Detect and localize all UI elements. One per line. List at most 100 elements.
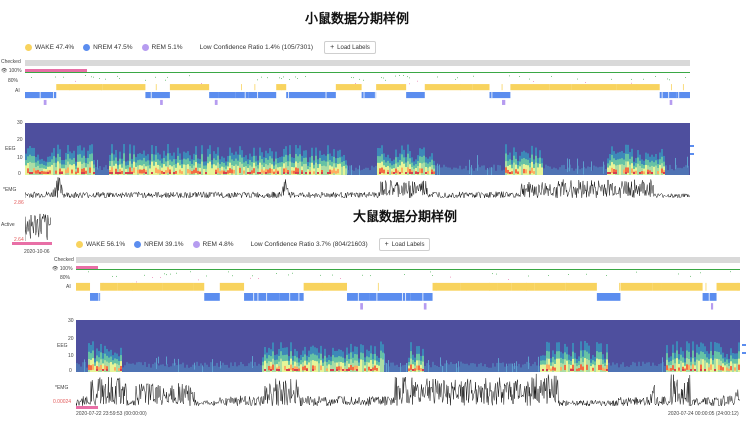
mouse-100-row: 👁 100% [1, 68, 22, 74]
checked-progress [25, 69, 87, 72]
eye-icon[interactable]: 👁 [52, 266, 59, 272]
nrem-segment [489, 92, 511, 99]
wake-segment [193, 282, 205, 291]
spectrogram-cells [76, 340, 740, 372]
wake-segment [73, 84, 103, 91]
low-confidence-ratio: Low Confidence Ratio 3.7% (804/21603) [250, 241, 368, 248]
confidence-line [25, 72, 690, 73]
legend-wake[interactable]: WAKE 47.4% [25, 44, 74, 51]
nrem-segment [406, 92, 425, 99]
rat-title: 大鼠数据分期样例 [353, 210, 458, 225]
wake-segment [169, 84, 210, 91]
nrem-segment [90, 293, 101, 301]
end-time: 2020-07-24 00:00:05 (24:00:12) [668, 411, 739, 417]
emg-line [76, 373, 740, 406]
checked-bar [76, 257, 740, 263]
legend-rem[interactable]: REM 5.1% [141, 44, 183, 51]
legend-rem[interactable]: REM 4.8% [192, 241, 234, 248]
wake-segment [102, 84, 146, 91]
nrem-segment [204, 293, 220, 301]
rem-segment [43, 99, 47, 105]
checked-bar [25, 60, 690, 66]
emg-value: 0.00024 [53, 399, 72, 405]
mouse-legend: WAKE 47.4% NREM 47.5% REM 5.1% Low Confi… [25, 41, 376, 54]
hypnogram-bars [76, 271, 740, 310]
rem-segment [360, 303, 363, 310]
checked-label: Checked [1, 59, 21, 65]
wake-segment [511, 282, 535, 291]
active-ymin: 2.64 [14, 237, 24, 243]
mouse-title: 小鼠数据分期样例 [305, 12, 410, 27]
legend-wake[interactable]: WAKE 56.1% [76, 241, 125, 248]
legend-nrem[interactable]: NREM 47.5% [83, 44, 133, 51]
wake-segment [219, 282, 245, 291]
plus-icon: + [330, 44, 335, 51]
eeg-label: EEG [5, 146, 16, 152]
emg-line [25, 213, 51, 241]
rat-emg-trace[interactable] [76, 373, 740, 406]
activity-progress [12, 242, 52, 245]
nrem-segment [369, 293, 411, 301]
mouse-eeg-y0: 0 [18, 171, 21, 177]
rem-segment [423, 303, 427, 310]
nrem-segment [218, 92, 236, 99]
nrem-segment [244, 293, 280, 301]
nrem-segment [659, 92, 677, 99]
pct80-label: 80% [8, 78, 19, 84]
rat-spectrogram[interactable] [76, 320, 740, 372]
checked-progress [76, 266, 98, 269]
nrem-segment [248, 92, 277, 99]
rem-segment [160, 99, 163, 105]
emg-label: *EMG [55, 385, 69, 391]
legend-nrem[interactable]: NREM 39.1% [134, 241, 184, 248]
wake-segment [497, 282, 512, 291]
eye-icon[interactable]: 👁 [1, 68, 8, 74]
mouse-hypnogram[interactable] [25, 74, 690, 110]
nrem-segment [361, 92, 377, 99]
nrem-segment [145, 92, 170, 99]
low-confidence-ratio: Low Confidence Ratio 1.4% (105/7301) [199, 44, 314, 51]
wake-segment [661, 282, 703, 291]
activity-trace [25, 213, 51, 241]
wake-segment [510, 84, 550, 91]
nrem-segment [286, 92, 336, 99]
wake-segment [424, 84, 473, 91]
wake-segment [162, 282, 194, 291]
pct80-label: 80% [60, 275, 71, 281]
rem-segment [669, 99, 673, 105]
wake-segment [117, 282, 163, 291]
wake-segment [100, 282, 118, 291]
eeg-label: EEG [57, 343, 68, 349]
mouse-eeg-y30: 30 [17, 120, 23, 126]
nrem-segment [235, 92, 249, 99]
hypnogram-bars [25, 75, 690, 105]
load-labels-button[interactable]: + Load Labels [378, 238, 431, 251]
rem-segment [214, 99, 218, 105]
spectrogram-colorbar-icon[interactable] [742, 342, 747, 362]
spectrogram-colorbar-icon[interactable] [690, 143, 695, 163]
rat-hypnogram[interactable] [76, 270, 740, 316]
mouse-eeg-y10: 10 [17, 155, 23, 161]
wake-segment [460, 282, 498, 291]
spectrogram-cells [25, 144, 689, 175]
wake-segment [571, 84, 617, 91]
rem-segment [502, 99, 506, 105]
rat-eeg-y0: 0 [69, 368, 72, 374]
rat-legend: WAKE 56.1% NREM 39.1% REM 4.8% Low Confi… [76, 238, 431, 251]
plus-icon: + [384, 241, 389, 248]
active-label: Active [1, 222, 15, 228]
mouse-emg-trace[interactable] [25, 176, 690, 198]
emg-line [25, 177, 690, 198]
load-labels-button[interactable]: + Load Labels [324, 41, 376, 54]
mouse-spectrogram[interactable] [25, 123, 690, 175]
rat-eeg-y20: 20 [68, 336, 74, 342]
wake-segment [652, 282, 662, 291]
wake-segment [616, 84, 660, 91]
rat-eeg-y10: 10 [68, 353, 74, 359]
rat-100-row: 👁 100% [52, 266, 73, 272]
wake-segment [76, 282, 91, 291]
nrem-segment [676, 92, 690, 99]
nrem-segment [209, 92, 219, 99]
wake-segment [335, 84, 362, 91]
wake-segment [565, 282, 597, 291]
